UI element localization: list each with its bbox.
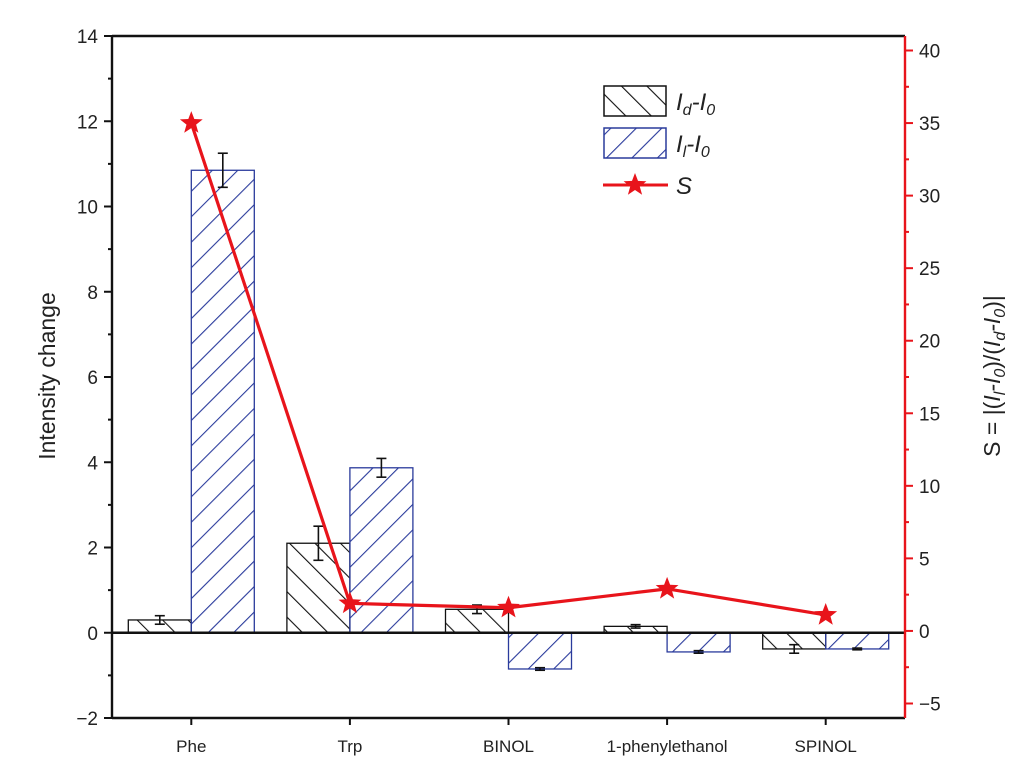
legend-swatch-id (603, 85, 667, 117)
s-point-star-phe (179, 111, 203, 133)
y2-tick-label: 25 (919, 259, 940, 280)
y2-tick-label: 0 (919, 622, 930, 643)
legend-star-icon (623, 173, 647, 195)
y-tick-label: 8 (87, 283, 98, 304)
error-bar (535, 666, 545, 672)
error-bar (630, 623, 641, 629)
y-tick-label: 6 (87, 368, 98, 389)
legend-label-id: Id-I0 (676, 89, 715, 119)
error-bar (376, 457, 387, 478)
y-tick-label: −2 (76, 709, 98, 730)
error-bar (154, 614, 165, 626)
s-line (189, 122, 826, 617)
x-tick-label: SPINOL (795, 737, 857, 756)
x-tick-label: Trp (337, 737, 362, 756)
error-bar (217, 152, 228, 189)
s-point-star-binol (497, 595, 520, 618)
y2-axis-label: S = |(Il-I0)/(Id-I0)| (979, 295, 1009, 457)
bar-il-1-phenylethanol (666, 632, 731, 653)
legend: Id-I0 Il-I0 S (603, 85, 715, 200)
legend-label-il: Il-I0 (676, 131, 710, 161)
x-tick-label: BINOL (483, 737, 534, 756)
y2-tick-label: 5 (919, 549, 930, 570)
axes-layer: −2 0 2 4 6 8 10 12 14 −5 0 5 10 15 20 25 30 35 40 Phe Trp BIN… (76, 27, 940, 756)
y2-tick-label: 40 (919, 42, 940, 63)
y2-tick-label: 15 (919, 404, 940, 425)
y2-tick-label: −5 (919, 694, 941, 715)
y-tick-label: 10 (77, 198, 98, 219)
y2-tick-label: 35 (919, 114, 940, 135)
y2-tick-label: 20 (919, 332, 940, 353)
bar-il-binol (507, 632, 573, 670)
x-tick-label: 1-phenylethanol (607, 737, 728, 756)
error-bar (313, 525, 324, 562)
bar-il-phe (190, 169, 255, 634)
y-tick-label: 14 (77, 27, 99, 48)
y-tick-label: 4 (87, 453, 98, 474)
x-tick-label: Phe (176, 737, 206, 756)
y2-tick-label: 30 (919, 187, 940, 208)
y-tick-label: 12 (77, 112, 98, 133)
s-point-star-trp (338, 591, 362, 614)
y-tick-label: 2 (87, 539, 98, 560)
legend-label-s: S (676, 173, 692, 200)
y-tick-label: 0 (87, 624, 98, 645)
s-point-star-spinol (814, 603, 838, 625)
bars-layer (127, 152, 890, 672)
bar-il-spinol (825, 632, 890, 650)
y2-tick-label: 10 (919, 477, 940, 498)
s-point-star-1-phenylethanol (655, 576, 679, 599)
error-bar (789, 643, 800, 655)
error-bar (693, 649, 704, 655)
error-bar (852, 647, 863, 651)
y-axis-label: Intensity change (34, 292, 60, 460)
s-line-layer (179, 111, 838, 625)
legend-swatch-il (603, 127, 667, 159)
bar-il-trp (349, 467, 414, 634)
